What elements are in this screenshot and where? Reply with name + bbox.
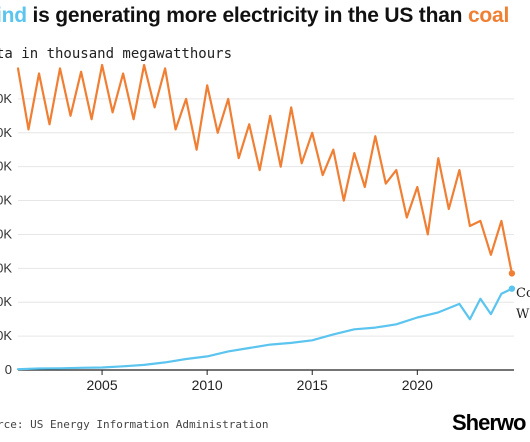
series-end-label-1: W: [516, 307, 530, 322]
x-tick-label-1: 2010: [192, 377, 223, 393]
publisher-logo: Sherwo: [452, 410, 526, 435]
series-end-label-0: Co: [516, 286, 530, 301]
y-tick-label-7: 0K: [0, 125, 12, 140]
y-tick-label-5: 0K: [0, 193, 12, 208]
y-tick-label-1: 0K: [0, 328, 12, 343]
series-end-point-1: [508, 285, 516, 292]
y-tick-label-6: 0K: [0, 159, 12, 174]
series-line-1: [16, 287, 513, 371]
series-line-0: [16, 63, 513, 275]
series-end-point-0: [508, 270, 516, 277]
y-tick-label-0: 0: [5, 362, 12, 377]
chart-title: ind is generating more electricity in th…: [0, 4, 509, 28]
x-tick-label-2: 2015: [297, 377, 328, 393]
x-tick-label-3: 2020: [402, 377, 433, 393]
y-tick-label-4: 0K: [0, 226, 12, 241]
title-wind-word: ind: [0, 4, 27, 27]
title-coal-word: coal: [467, 4, 510, 27]
x-tick-label-0: 2005: [86, 377, 117, 393]
y-tick-label-2: 0K: [0, 294, 12, 309]
source-note: rce: US Energy Information Administratio…: [0, 418, 269, 431]
chart-subtitle: ta in thousand megawatthours: [0, 46, 233, 62]
y-tick-label-8: 0K: [0, 91, 12, 106]
y-tick-label-3: 0K: [0, 260, 12, 275]
title-middle: is generating more electricity in the US…: [26, 4, 468, 27]
